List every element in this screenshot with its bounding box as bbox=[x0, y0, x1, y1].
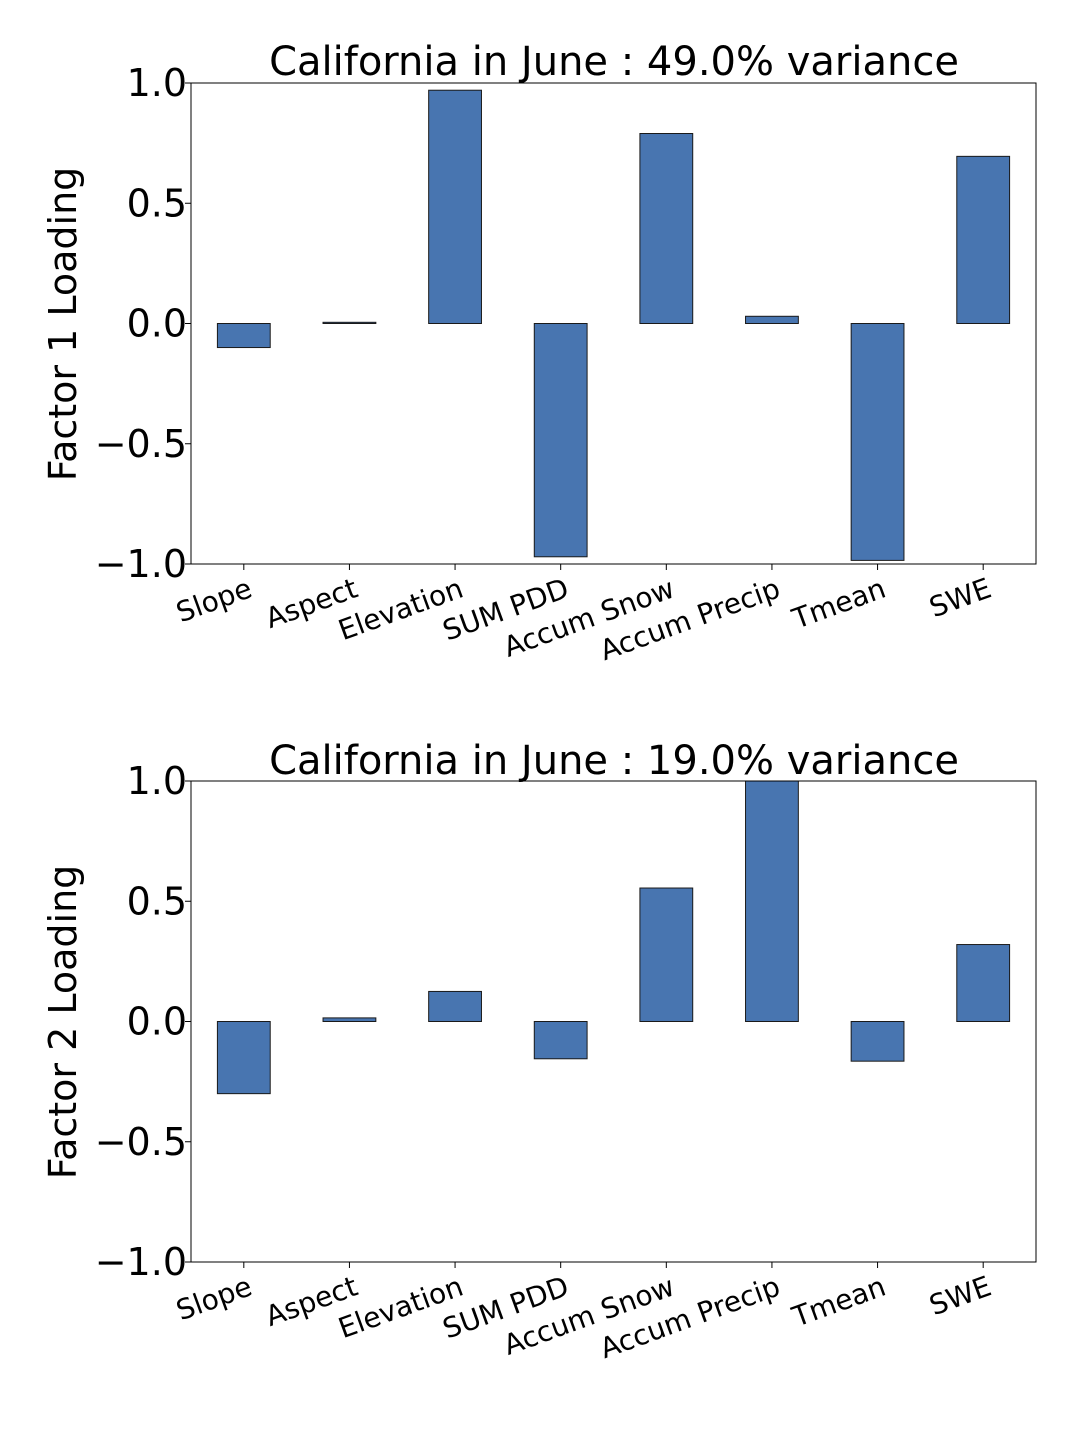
bar-accum-snow bbox=[639, 133, 694, 324]
bar-accum-precip bbox=[745, 780, 799, 1022]
y-tick-label: 1.0 bbox=[127, 759, 187, 803]
bar-sum-pdd bbox=[533, 323, 588, 558]
bar-aspect bbox=[322, 321, 377, 324]
y-tick-label: 1.0 bbox=[127, 61, 187, 105]
y-tick-label: −1.0 bbox=[95, 542, 187, 586]
bar-sum-pdd bbox=[533, 1021, 588, 1060]
bar-accum-precip bbox=[745, 315, 799, 325]
x-tick-label: SWE bbox=[925, 1270, 996, 1323]
bar-tmean bbox=[850, 323, 905, 561]
y-tick-label: 0.5 bbox=[127, 879, 187, 923]
bar-accum-snow bbox=[639, 887, 694, 1023]
y-tick-label: −0.5 bbox=[95, 422, 187, 466]
x-tick-label: Tmean bbox=[787, 1270, 890, 1334]
y-tick-label: 0.0 bbox=[127, 1000, 187, 1044]
y-tick-label: 0.0 bbox=[127, 302, 187, 346]
chart-title: California in June : 19.0% variance bbox=[269, 738, 959, 784]
chart-title: California in June : 49.0% variance bbox=[269, 39, 959, 85]
chart-factor-2: California in June : 19.0% variance Fact… bbox=[41, 738, 1037, 1365]
plot-frame bbox=[190, 780, 1037, 1263]
bar-aspect bbox=[322, 1017, 377, 1023]
bar-swe bbox=[956, 155, 1011, 324]
bar-tmean bbox=[850, 1021, 905, 1062]
bar-elevation bbox=[428, 89, 482, 324]
x-tick-label: SWE bbox=[925, 572, 996, 625]
x-tick-label: Tmean bbox=[787, 572, 890, 636]
chart-factor-1: California in June : 49.0% variance Fact… bbox=[41, 39, 1037, 667]
bar-swe bbox=[956, 944, 1011, 1022]
y-tick-label: −1.0 bbox=[95, 1240, 187, 1284]
y-axis-label: Factor 1 Loading bbox=[41, 167, 85, 482]
y-axis-label: Factor 2 Loading bbox=[41, 865, 85, 1180]
y-tick-label: 0.5 bbox=[127, 181, 187, 225]
plot-frame bbox=[190, 82, 1037, 565]
bar-elevation bbox=[428, 990, 482, 1022]
y-tick-label: −0.5 bbox=[95, 1120, 187, 1164]
bar-slope bbox=[216, 323, 271, 349]
bar-slope bbox=[216, 1021, 271, 1095]
